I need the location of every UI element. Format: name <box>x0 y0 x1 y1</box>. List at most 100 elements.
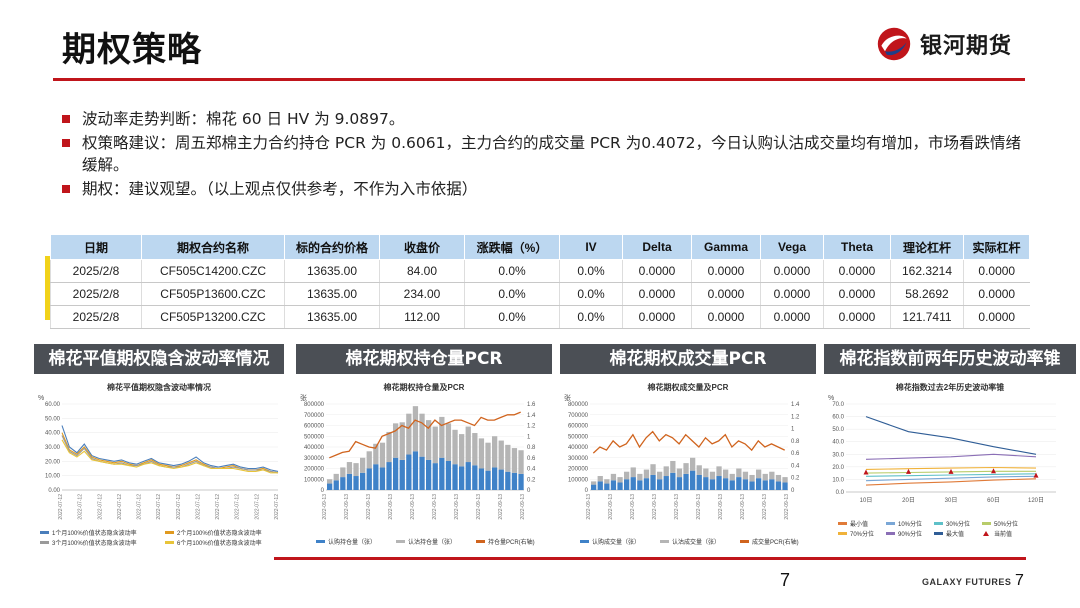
bar <box>782 482 788 490</box>
y-tick-label: 600000 <box>568 424 589 430</box>
y-tick-label: 700000 <box>304 413 325 419</box>
current-value-marker <box>906 468 911 474</box>
y-tick-label: 30.0 <box>832 452 844 458</box>
legend-label: 10%分位 <box>898 520 922 528</box>
bar <box>498 440 504 470</box>
panel-title-iv: 棉花平值期权隐含波动率情况 <box>34 344 284 374</box>
x-tick-label: 30日 <box>945 497 958 504</box>
page-title: 期权策略 <box>62 30 202 70</box>
legend-swatch <box>165 541 174 544</box>
bar <box>723 469 729 479</box>
x-tick-label: 2022-07-12 <box>195 494 201 520</box>
bar <box>690 457 696 471</box>
bar <box>782 477 788 483</box>
bullet-text: 波动率走势判断：棉花 60 日 HV 为 9.0897。 <box>82 110 405 128</box>
bar <box>709 479 716 490</box>
x-tick-label: 2022-09-13 <box>432 494 438 520</box>
bar <box>327 479 333 484</box>
bar <box>445 423 452 461</box>
x-tick-label: 2022-07-12 <box>274 494 280 520</box>
table-cell: 0.0000 <box>622 305 692 329</box>
pcr-line <box>329 411 521 459</box>
legend-label: 当前值 <box>994 530 1012 538</box>
x-tick-label: 120日 <box>1028 497 1044 504</box>
y-tick-label: 60.0 <box>832 415 844 421</box>
bullet-item: 期权：建议观望。（以上观点仅供参考，不作为入市依据） <box>62 178 1022 200</box>
y2-tick-label: 0.8 <box>527 445 536 451</box>
bar <box>366 451 372 469</box>
current-value-marker <box>948 468 954 474</box>
legend-label: 1个月100%价值状态隐含波动率 <box>52 529 137 537</box>
x-tick-label: 2022-09-13 <box>652 494 658 520</box>
bar <box>412 406 419 452</box>
legend-label: 70%分位 <box>850 530 874 538</box>
y2-tick-label: 1 <box>791 427 795 433</box>
bar <box>439 416 445 458</box>
cone-series-line <box>865 475 1037 482</box>
col-header: 日期 <box>50 234 142 260</box>
bar <box>742 471 749 480</box>
iv-series-line <box>61 435 279 474</box>
bar <box>650 464 656 475</box>
bar <box>742 479 749 490</box>
bar <box>663 466 669 477</box>
chart-title: 棉花期权成交量及PCR <box>648 382 729 392</box>
bar <box>775 474 782 482</box>
x-tick-label: 2022-07-12 <box>235 494 241 520</box>
x-tick-label: 10日 <box>860 497 873 504</box>
legend-swatch <box>886 532 895 535</box>
cone-series-line <box>865 478 1037 486</box>
legend-label: 2个月100%价值状态隐含波动率 <box>177 529 262 537</box>
x-tick-label: 20日 <box>902 497 915 504</box>
legend-label: 最大值 <box>946 530 964 538</box>
hv-cone-chart-svg: 棉花指数过去2年历史波动率锥%70.0 60.0 50.0 40.0 30.0 20.0 1… <box>828 382 1056 538</box>
x-tick-label: 2022-07-12 <box>215 494 221 520</box>
table-row: 2025/2/8 CF505C14200.CZC 13635.00 84.00 … <box>50 259 1030 283</box>
page-number-right: 7 <box>1015 572 1024 589</box>
bar <box>624 471 630 480</box>
title-divider <box>53 78 1025 81</box>
legend-label: 90%分位 <box>898 530 922 538</box>
footer-divider <box>274 557 1026 560</box>
y2-tick-label: 1.2 <box>791 414 800 420</box>
bar <box>459 434 465 467</box>
x-tick-label: 2022-09-13 <box>344 494 350 520</box>
legend-swatch <box>838 522 847 525</box>
bullet-text: 权策略建议：周五郑棉主力合约持仓 PCR 为 0.6061，主力合约的成交量 P… <box>82 134 1021 174</box>
page-number: 7 <box>780 570 791 590</box>
bar <box>452 429 458 465</box>
bar <box>696 465 702 475</box>
y-tick-label: 400000 <box>568 445 589 451</box>
bar <box>492 436 498 468</box>
bar <box>360 472 366 490</box>
row-highlight-bar <box>45 256 50 320</box>
x-tick-label: 2022-09-13 <box>740 494 746 520</box>
col-header: 收盘价 <box>379 234 465 260</box>
table-cell: 2025/2/8 <box>50 305 142 329</box>
panel-title-hv-cone: 棉花指数前两年历史波动率锥 <box>824 344 1076 374</box>
y2-tick-label: 1 <box>527 434 531 440</box>
y-tick-label: 20.0 <box>832 465 844 471</box>
legend-label: 30%分位 <box>946 520 970 528</box>
bar <box>683 473 689 490</box>
bullet-square-icon <box>62 139 70 147</box>
bar <box>511 448 518 473</box>
bar <box>353 463 359 477</box>
col-header: Vega <box>760 234 824 260</box>
x-tick-label: 2022-09-13 <box>718 494 724 520</box>
current-value-marker <box>1033 472 1039 478</box>
bar <box>366 468 372 490</box>
x-tick-label: 2022-07-12 <box>156 494 162 520</box>
y-tick-label: 40.00 <box>45 431 61 437</box>
bar <box>346 473 353 490</box>
x-tick-label: 2022-09-13 <box>476 494 482 520</box>
table-header-row: 日期 期权合约名称 标的合约价格 收盘价 涨跌幅（%） IV Delta Gam… <box>50 234 1030 260</box>
chart-oi-pcr: 棉花期权持仓量及PCR 张 800000 700000 600000 500000 4000… <box>296 380 552 555</box>
col-header: 理论杠杆 <box>890 234 964 260</box>
bar <box>670 472 676 490</box>
bar <box>505 444 511 472</box>
col-header: IV <box>559 234 623 260</box>
y-tick-label: 60.00 <box>45 402 61 408</box>
bar <box>360 457 366 473</box>
